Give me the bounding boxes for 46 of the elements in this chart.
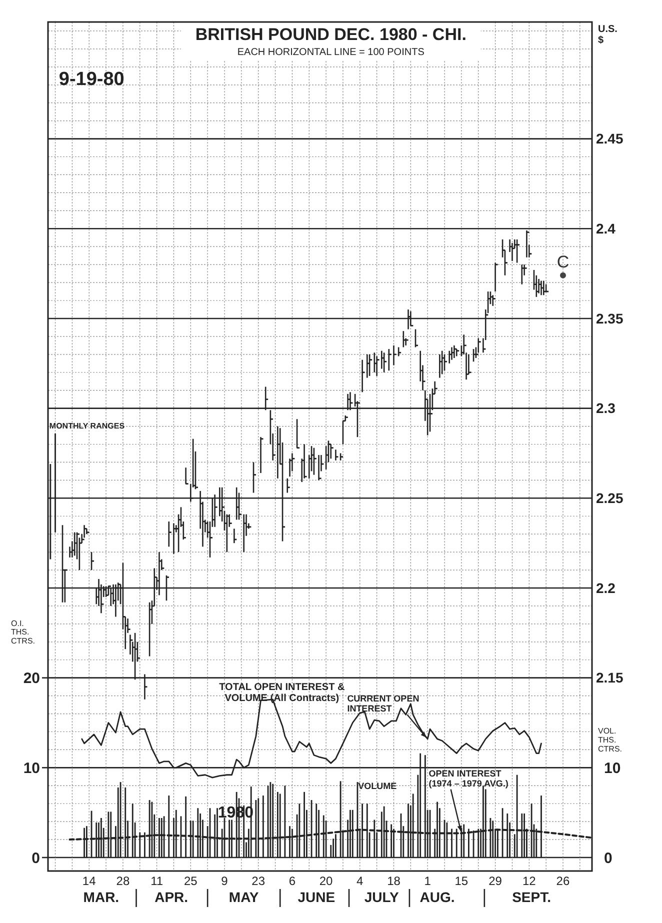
x-tick-label: 29 bbox=[488, 874, 502, 888]
annotation: TOTAL OPEN INTEREST & VOLUME (All Contracts) bbox=[219, 682, 345, 704]
x2-tick-label: JULY bbox=[364, 889, 400, 905]
y-tick-label: 2.15 bbox=[596, 670, 624, 686]
chart-title: BRITISH POUND DEC. 1980 - CHI. bbox=[195, 25, 466, 44]
x-tick-label: 28 bbox=[116, 874, 130, 888]
x-tick-label: 4 bbox=[356, 874, 364, 888]
y2-tick-label: 10 bbox=[23, 760, 40, 777]
y-tick-label: 2.4 bbox=[596, 220, 616, 237]
x-tick-label: 15 bbox=[454, 874, 468, 888]
x2-tick-label: APR. bbox=[154, 889, 188, 905]
x2-tick-label: SEPT. bbox=[512, 889, 552, 905]
x-tick-label: 23 bbox=[252, 874, 266, 888]
series-label: CURRENT OPEN INTEREST bbox=[347, 694, 420, 714]
text: EACH HORIZONTAL LINE = 100 POINTS bbox=[237, 47, 425, 58]
x2-tick-label: JUNE bbox=[298, 889, 336, 905]
text: OPEN INTEREST (1974 – 1979 AVG.) bbox=[428, 768, 508, 788]
x2-tick-label: AUG. bbox=[420, 889, 455, 905]
y-tick-label: 2.2 bbox=[596, 580, 616, 596]
x-tick-label: 18 bbox=[387, 874, 401, 888]
x-tick-label: 1 bbox=[424, 874, 432, 888]
series-label: VOLUME bbox=[358, 781, 397, 792]
y2-tick-label: 20 bbox=[23, 670, 40, 688]
x2-tick-label: MAY bbox=[228, 889, 260, 905]
y-tick-label: 2.3 bbox=[596, 400, 616, 416]
y-axis-title: U.S. $ bbox=[598, 24, 618, 46]
x-tick-label: 25 bbox=[184, 874, 198, 888]
y2-axis-title: O.I. THS. CTRS. bbox=[11, 618, 35, 646]
x-tick-label: 9 bbox=[221, 874, 228, 888]
series-label: MONTHLY RANGES bbox=[49, 421, 126, 430]
y3-axis-title: VOL. THS. CTRS. bbox=[598, 726, 622, 754]
y-tick-label: 2.25 bbox=[596, 490, 624, 506]
x-tick-label: 20 bbox=[319, 874, 334, 888]
x-tick-label: 14 bbox=[82, 874, 96, 888]
y3-tick-label: 10 bbox=[604, 760, 621, 777]
x2-tick-label: MAR. bbox=[83, 889, 120, 905]
y-tick-label: 2.35 bbox=[596, 310, 624, 326]
y3-tick-label: 0 bbox=[604, 850, 612, 867]
x-tick-label: 12 bbox=[522, 874, 536, 888]
x-tick-label: 26 bbox=[556, 874, 570, 888]
y2-tick-label: 0 bbox=[32, 850, 40, 867]
annotation: 9-19-80 bbox=[58, 69, 124, 90]
x-tick-label: 11 bbox=[150, 874, 164, 888]
y-tick-label: 2.45 bbox=[596, 130, 624, 147]
annotation: C bbox=[556, 252, 570, 272]
x-tick-label: 6 bbox=[288, 874, 296, 888]
